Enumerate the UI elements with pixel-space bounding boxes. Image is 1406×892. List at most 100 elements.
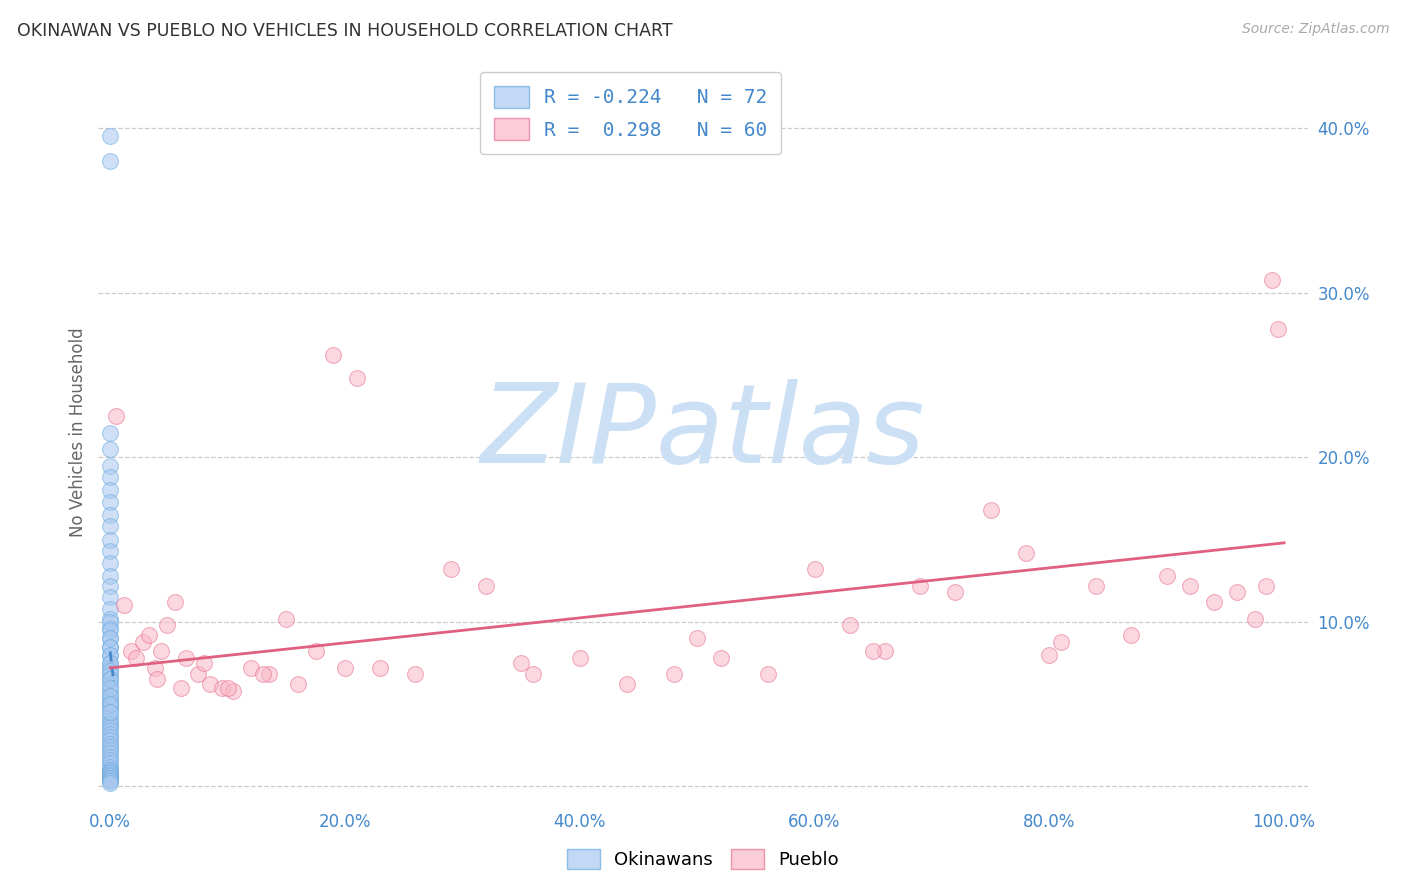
Point — [98, 556, 121, 570]
Point — [98, 667, 121, 681]
Legend: Okinawans, Pueblo: Okinawans, Pueblo — [558, 839, 848, 879]
Point — [146, 673, 169, 687]
Point — [98, 710, 121, 724]
Point — [98, 772, 121, 787]
Point — [257, 667, 280, 681]
Point — [222, 684, 245, 698]
Point — [1085, 579, 1108, 593]
Point — [98, 749, 121, 764]
Point — [1156, 568, 1178, 582]
Point — [112, 599, 135, 613]
Y-axis label: No Vehicles in Household: No Vehicles in Household — [69, 327, 87, 538]
Point — [105, 409, 128, 424]
Point — [98, 544, 121, 558]
Point — [1226, 585, 1249, 599]
Point — [98, 684, 121, 698]
Point — [98, 470, 121, 484]
Point — [404, 667, 426, 681]
Point — [98, 494, 121, 508]
Point — [98, 743, 121, 757]
Point — [98, 771, 121, 785]
Point — [439, 562, 461, 576]
Point — [346, 371, 368, 385]
Point — [193, 656, 215, 670]
Point — [98, 568, 121, 582]
Point — [98, 442, 121, 456]
Point — [1180, 579, 1202, 593]
Point — [98, 590, 121, 604]
Point — [98, 621, 121, 635]
Point — [98, 508, 121, 522]
Point — [287, 677, 309, 691]
Text: Source: ZipAtlas.com: Source: ZipAtlas.com — [1241, 22, 1389, 37]
Point — [98, 632, 121, 646]
Point — [98, 664, 121, 678]
Point — [198, 677, 221, 691]
Point — [98, 700, 121, 714]
Point — [98, 716, 121, 731]
Point — [1243, 611, 1265, 625]
Point — [98, 706, 121, 720]
Point — [368, 661, 391, 675]
Point — [98, 697, 121, 711]
Point — [120, 644, 142, 658]
Point — [1261, 272, 1284, 286]
Point — [143, 661, 166, 675]
Point — [98, 632, 121, 646]
Point — [475, 579, 498, 593]
Point — [98, 615, 121, 629]
Point — [276, 611, 298, 625]
Point — [98, 763, 121, 777]
Point — [98, 776, 121, 790]
Point — [98, 129, 121, 144]
Point — [522, 667, 544, 681]
Point — [98, 733, 121, 747]
Point — [98, 697, 121, 711]
Point — [98, 673, 121, 687]
Point — [98, 519, 121, 533]
Point — [98, 747, 121, 761]
Point — [98, 694, 121, 708]
Point — [1267, 322, 1289, 336]
Point — [98, 689, 121, 703]
Text: ZIPatlas: ZIPatlas — [481, 379, 925, 486]
Point — [98, 730, 121, 744]
Point — [132, 634, 155, 648]
Point — [945, 585, 967, 599]
Point — [333, 661, 356, 675]
Point — [756, 667, 779, 681]
Text: OKINAWAN VS PUEBLO NO VEHICLES IN HOUSEHOLD CORRELATION CHART: OKINAWAN VS PUEBLO NO VEHICLES IN HOUSEH… — [17, 22, 672, 40]
Point — [686, 632, 709, 646]
Point — [163, 595, 186, 609]
Point — [98, 774, 121, 789]
Point — [217, 681, 239, 695]
Point — [908, 579, 931, 593]
Point — [1256, 579, 1278, 593]
Point — [98, 769, 121, 783]
Point — [98, 601, 121, 615]
Point — [98, 753, 121, 767]
Point — [98, 648, 121, 662]
Point — [138, 628, 160, 642]
Point — [155, 618, 177, 632]
Point — [98, 640, 121, 654]
Point — [98, 533, 121, 547]
Point — [322, 348, 344, 362]
Point — [873, 644, 896, 658]
Point — [98, 768, 121, 782]
Point — [1038, 648, 1060, 662]
Point — [98, 763, 121, 777]
Point — [1121, 628, 1143, 642]
Point — [98, 714, 121, 728]
Point — [98, 458, 121, 473]
Point — [187, 667, 209, 681]
Point — [98, 648, 121, 662]
Point — [1050, 634, 1073, 648]
Point — [1202, 595, 1225, 609]
Point — [149, 644, 172, 658]
Point — [98, 706, 121, 720]
Point — [176, 651, 198, 665]
Point — [510, 656, 533, 670]
Point — [98, 689, 121, 703]
Point — [98, 154, 121, 169]
